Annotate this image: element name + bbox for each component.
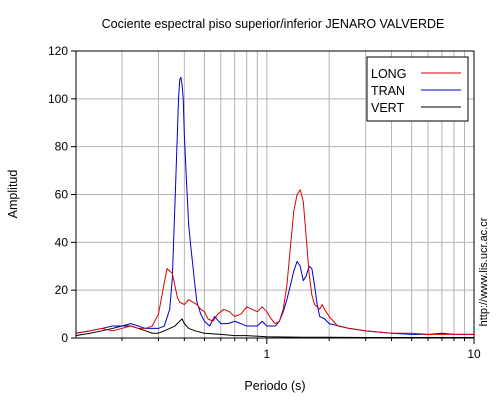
y-tick-label: 120 <box>48 44 68 58</box>
data-series <box>75 76 474 339</box>
y-tick-label: 20 <box>55 283 69 297</box>
legend-label-tran: TRAN <box>371 84 405 98</box>
series-line-vert <box>75 318 474 339</box>
y-tick-label: 60 <box>55 188 69 202</box>
legend: LONG TRAN VERT <box>366 56 469 122</box>
grid-lines <box>76 50 474 339</box>
y-axis-label: Amplitud <box>6 170 20 219</box>
x-axis-label: Periodo (s) <box>244 379 305 393</box>
legend-label-long: LONG <box>371 67 406 81</box>
series-line-long <box>75 189 474 335</box>
legend-label-vert: VERT <box>371 101 404 115</box>
x-tick-label: 1 <box>263 347 270 361</box>
y-tick-label: 100 <box>48 92 68 106</box>
x-tick-label: 10 <box>467 347 481 361</box>
source-credit: http://www.lis.ucr.ac.cr <box>478 217 490 326</box>
y-tick-label: 0 <box>61 331 68 345</box>
y-tick-label: 40 <box>55 235 69 249</box>
series-line-tran <box>75 76 474 335</box>
legend-box <box>366 56 469 122</box>
chart-title: Cociente espectral piso superior/inferio… <box>102 17 445 31</box>
y-tick-label: 80 <box>55 140 69 154</box>
axis-ticks: 0 20 40 60 80 100 120 1 10 <box>48 44 481 361</box>
